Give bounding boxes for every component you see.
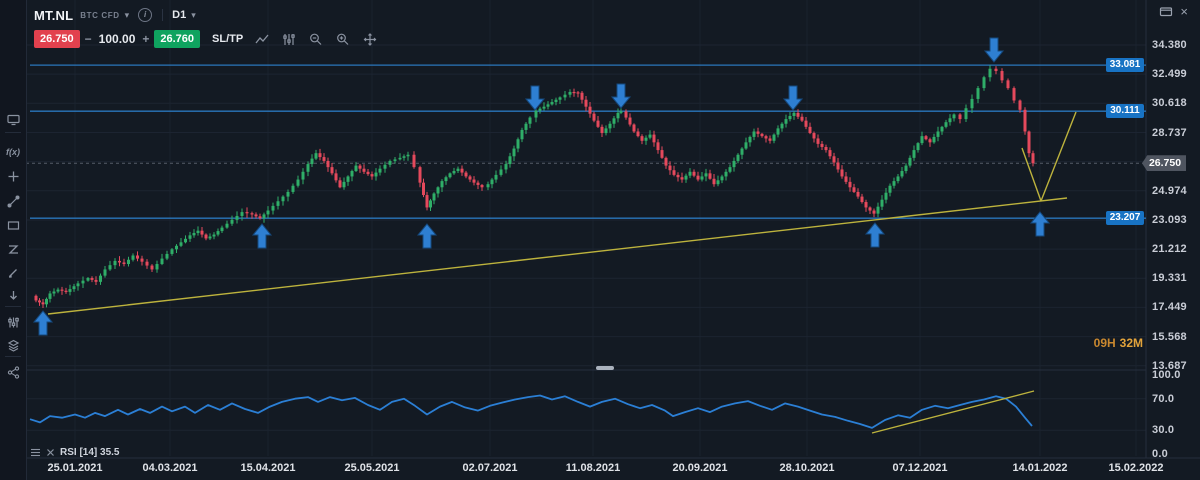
rectangle-tool-icon[interactable] (0, 214, 26, 236)
toolbar-separator (5, 356, 21, 357)
instrument-type-label: BTC CFD (80, 10, 120, 20)
sell-arrow-marker (983, 37, 1005, 63)
crosshair-add-icon[interactable] (0, 165, 26, 187)
zoom-out-icon[interactable] (308, 32, 324, 47)
share-icon[interactable] (0, 361, 26, 383)
volume-value[interactable]: 100.00 (98, 32, 136, 46)
brush-icon[interactable] (0, 261, 26, 283)
sltp-button[interactable]: SL/TP (212, 33, 244, 45)
rsi-indicator-header: RSI [14] 35.5 (30, 447, 119, 458)
rsi-label: RSI [14] 35.5 (60, 447, 120, 458)
countdown-minutes: 32M (1119, 336, 1143, 350)
window-controls: × (1159, 5, 1188, 18)
toolbar-separator (5, 306, 21, 307)
current-price-tag: 26.750 (1142, 155, 1186, 172)
countdown-hours: 09H (1093, 336, 1116, 350)
header-divider (162, 9, 164, 21)
chart-header: MT.NL BTC CFD ▾ i D1 ▾ 26.750 − 100.00 +… (34, 6, 378, 49)
arrow-marker-icon[interactable] (0, 284, 26, 306)
symbol-dropdown-caret-icon[interactable]: ▾ (124, 9, 130, 20)
pane-resize-handle (596, 366, 614, 370)
symbol-name: MT.NL (34, 7, 74, 23)
close-icon[interactable]: × (1180, 4, 1188, 19)
chart-type-icon[interactable] (254, 32, 270, 47)
buy-arrow-marker (416, 223, 438, 249)
left-drawing-toolbar: f(x) (0, 0, 27, 480)
indicators-settings-icon[interactable] (281, 32, 297, 47)
chart-window-icon[interactable] (0, 108, 26, 130)
sell-arrow-marker (782, 85, 804, 111)
indicators-icon[interactable] (0, 311, 26, 333)
timeframe-value[interactable]: D1 (172, 9, 187, 21)
buy-arrow-marker (32, 310, 54, 336)
function-icon[interactable]: f(x) (6, 147, 20, 157)
increase-volume-button[interactable]: + (137, 32, 154, 46)
toolbar-separator (5, 132, 21, 133)
sell-button[interactable]: 26.750 (34, 30, 80, 48)
buy-button[interactable]: 26.760 (154, 30, 201, 48)
buy-arrow-marker (1029, 211, 1051, 237)
bar-countdown: 09H 32M (1038, 336, 1143, 350)
pan-move-icon[interactable] (362, 32, 378, 47)
rsi-close-icon[interactable] (46, 448, 55, 457)
sell-arrow-marker (610, 83, 632, 109)
popout-window-icon[interactable] (1159, 6, 1173, 18)
buy-arrow-marker (864, 222, 886, 248)
trend-line-icon[interactable] (0, 190, 26, 212)
sell-arrow-marker (524, 85, 546, 111)
timeframe-dropdown-caret-icon[interactable]: ▾ (191, 9, 196, 20)
decrease-volume-button[interactable]: − (80, 32, 97, 46)
object-tree-icon[interactable] (0, 334, 26, 356)
zoom-in-icon[interactable] (335, 32, 351, 47)
pattern-zigzag-icon[interactable] (0, 238, 26, 260)
rsi-settings-icon[interactable] (30, 448, 41, 457)
info-icon[interactable]: i (138, 8, 153, 22)
buy-arrow-marker (251, 223, 273, 249)
